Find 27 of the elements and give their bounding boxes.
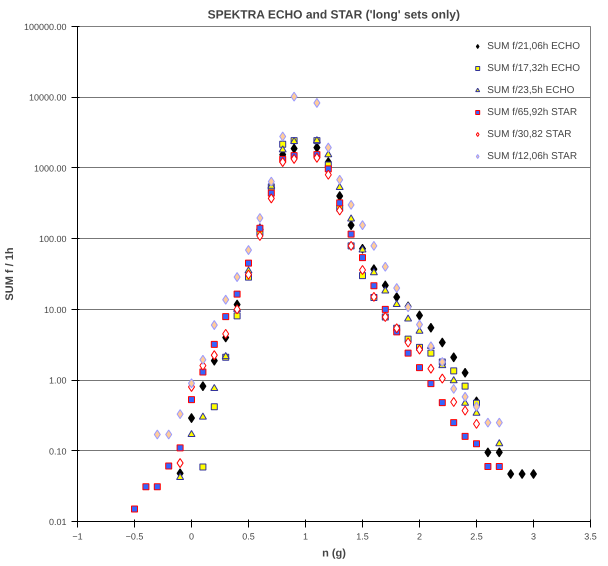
x-tick-label: 1.5 xyxy=(356,532,369,542)
y-tick-label: 0.10 xyxy=(48,446,67,456)
legend-label: SUM f/12,06h STAR xyxy=(487,150,578,163)
legend-label: SUM f/23,5h ECHO xyxy=(487,84,574,97)
legend-label: SUM f/65,92h STAR xyxy=(487,106,578,119)
x-tick-label: 2 xyxy=(416,532,422,542)
x-tick-label: −0.5 xyxy=(126,532,144,542)
y-tick-label: 0.01 xyxy=(48,517,67,527)
y-tick-label: 10.00 xyxy=(44,304,67,315)
y-tick-label: 100.00 xyxy=(38,234,67,244)
y-tick-label: 1.00 xyxy=(48,376,67,386)
y-axis-title: SUM f / 1h xyxy=(4,247,16,301)
x-tick-label: 0 xyxy=(188,532,194,542)
legend-label: SUM f/17,32h ECHO xyxy=(487,62,580,75)
x-tick-label: 3.5 xyxy=(584,532,597,542)
y-tick-label: 10000.00 xyxy=(28,92,67,103)
x-tick-label: 1 xyxy=(302,532,308,542)
y-tick-label: 1000.00 xyxy=(34,163,67,174)
x-axis-title: n (g) xyxy=(322,548,346,560)
chart-title: SPEKTRA ECHO and STAR ('long' sets only) xyxy=(208,8,460,22)
x-tick-label: 0.5 xyxy=(242,532,255,542)
x-tick-label: 2.5 xyxy=(470,532,483,542)
x-tick-label: −1 xyxy=(72,532,83,542)
y-tick-label: 100000.00 xyxy=(24,22,67,32)
x-tick-label: 3 xyxy=(530,532,536,542)
legend-label: SUM f/30,82 STAR xyxy=(487,128,572,141)
legend-label: SUM f/21,06h ECHO xyxy=(487,40,580,53)
